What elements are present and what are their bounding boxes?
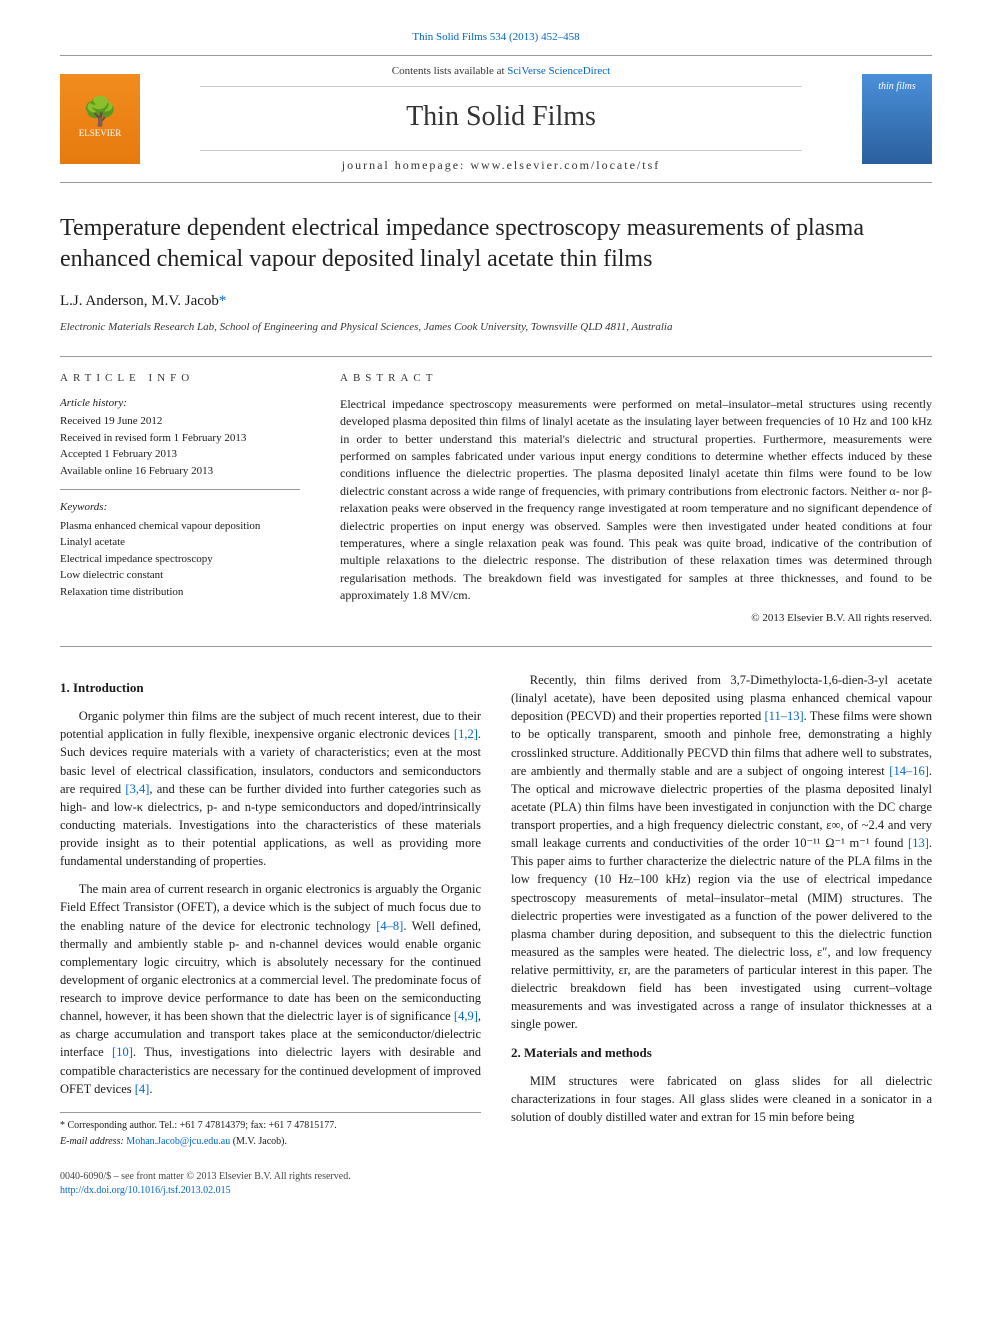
- homepage-label: journal homepage:: [342, 158, 471, 172]
- history-line: Available online 16 February 2013: [60, 463, 300, 480]
- paragraph: Organic polymer thin films are the subje…: [60, 707, 481, 870]
- body-text: .: [149, 1082, 152, 1096]
- affiliation: Electronic Materials Research Lab, Schoo…: [60, 320, 932, 335]
- journal-homepage: journal homepage: www.elsevier.com/locat…: [200, 150, 802, 174]
- article-info: ARTICLE INFO Article history: Received 1…: [60, 371, 300, 626]
- journal-cover-thumb: thin films: [862, 74, 932, 164]
- homepage-url[interactable]: www.elsevier.com/locate/tsf: [470, 158, 660, 172]
- ref-link[interactable]: [13]: [908, 836, 929, 850]
- sciencedirect-link[interactable]: SciVerse ScienceDirect: [507, 65, 610, 77]
- info-heading: ARTICLE INFO: [60, 371, 300, 386]
- ref-link[interactable]: [11–13]: [765, 709, 804, 723]
- history-label: Article history:: [60, 396, 300, 411]
- authors: L.J. Anderson, M.V. Jacob*: [60, 291, 932, 312]
- article-title: Temperature dependent electrical impedan…: [60, 213, 932, 275]
- body-text: Organic polymer thin films are the subje…: [60, 709, 481, 741]
- abstract: ABSTRACT Electrical impedance spectrosco…: [340, 371, 932, 626]
- email-who: (M.V. Jacob).: [230, 1136, 287, 1147]
- keywords-block: Keywords: Plasma enhanced chemical vapou…: [60, 500, 300, 600]
- author-1: L.J. Anderson,: [60, 293, 151, 309]
- body-text: . Well defined, thermally and ambiently …: [60, 919, 481, 1024]
- ref-link[interactable]: [4,9]: [454, 1009, 478, 1023]
- corresponding-footnote: * Corresponding author. Tel.: +61 7 4781…: [60, 1112, 481, 1150]
- journal-header: 🌳 ELSEVIER Contents lists available at S…: [60, 55, 932, 182]
- corr-email-line: E-mail address: Mohan.Jacob@jcu.edu.au (…: [60, 1135, 481, 1150]
- header-center: Contents lists available at SciVerse Sci…: [140, 64, 862, 173]
- ref-link[interactable]: [14–16]: [889, 764, 929, 778]
- journal-name: Thin Solid Films: [140, 97, 862, 136]
- author-2: M.V. Jacob: [151, 293, 219, 309]
- cover-text: thin films: [878, 80, 916, 94]
- abstract-copyright: © 2013 Elsevier B.V. All rights reserved…: [340, 611, 932, 626]
- history-line: Received in revised form 1 February 2013: [60, 430, 300, 447]
- ref-link[interactable]: [10]: [112, 1045, 133, 1059]
- ref-link[interactable]: [3,4]: [125, 782, 149, 796]
- doi-link[interactable]: http://dx.doi.org/10.1016/j.tsf.2013.02.…: [60, 1185, 231, 1196]
- publisher-name: ELSEVIER: [79, 127, 122, 140]
- publisher-logo: 🌳 ELSEVIER: [60, 74, 140, 164]
- article-history: Article history: Received 19 June 2012 R…: [60, 396, 300, 490]
- section-heading-2: 2. Materials and methods: [511, 1044, 932, 1062]
- email-label: E-mail address:: [60, 1136, 126, 1147]
- paragraph: Recently, thin films derived from 3,7-Di…: [511, 671, 932, 1034]
- corr-phone: * Corresponding author. Tel.: +61 7 4781…: [60, 1119, 481, 1134]
- abstract-heading: ABSTRACT: [340, 371, 932, 386]
- keyword: Low dielectric constant: [60, 567, 300, 584]
- section-heading-1: 1. Introduction: [60, 679, 481, 697]
- ref-link[interactable]: [1,2]: [454, 727, 478, 741]
- keyword: Plasma enhanced chemical vapour depositi…: [60, 518, 300, 535]
- paragraph: The main area of current research in org…: [60, 880, 481, 1098]
- history-line: Received 19 June 2012: [60, 413, 300, 430]
- elsevier-tree-icon: 🌳: [83, 99, 118, 127]
- abstract-text: Electrical impedance spectroscopy measur…: [340, 396, 932, 605]
- contents-line: Contents lists available at SciVerse Sci…: [200, 64, 802, 86]
- info-abstract-row: ARTICLE INFO Article history: Received 1…: [60, 356, 932, 647]
- body-text: . This paper aims to further characteriz…: [511, 836, 932, 1031]
- footer-meta: 0040-6090/$ – see front matter © 2013 El…: [60, 1170, 932, 1198]
- history-line: Accepted 1 February 2013: [60, 446, 300, 463]
- ref-link[interactable]: [4–8]: [376, 919, 403, 933]
- keyword: Electrical impedance spectroscopy: [60, 551, 300, 568]
- issn-line: 0040-6090/$ – see front matter © 2013 El…: [60, 1170, 932, 1184]
- citation-link-text[interactable]: Thin Solid Films 534 (2013) 452–458: [412, 31, 579, 43]
- keywords-label: Keywords:: [60, 500, 300, 515]
- contents-prefix: Contents lists available at: [392, 65, 507, 77]
- corresponding-marker[interactable]: *: [219, 293, 227, 309]
- keyword: Linalyl acetate: [60, 534, 300, 551]
- ref-link[interactable]: [4]: [135, 1082, 150, 1096]
- article-body: 1. Introduction Organic polymer thin fil…: [60, 671, 932, 1150]
- citation-link[interactable]: Thin Solid Films 534 (2013) 452–458: [60, 30, 932, 45]
- paragraph: MIM structures were fabricated on glass …: [511, 1072, 932, 1126]
- email-link[interactable]: Mohan.Jacob@jcu.edu.au: [126, 1136, 230, 1147]
- keyword: Relaxation time distribution: [60, 584, 300, 601]
